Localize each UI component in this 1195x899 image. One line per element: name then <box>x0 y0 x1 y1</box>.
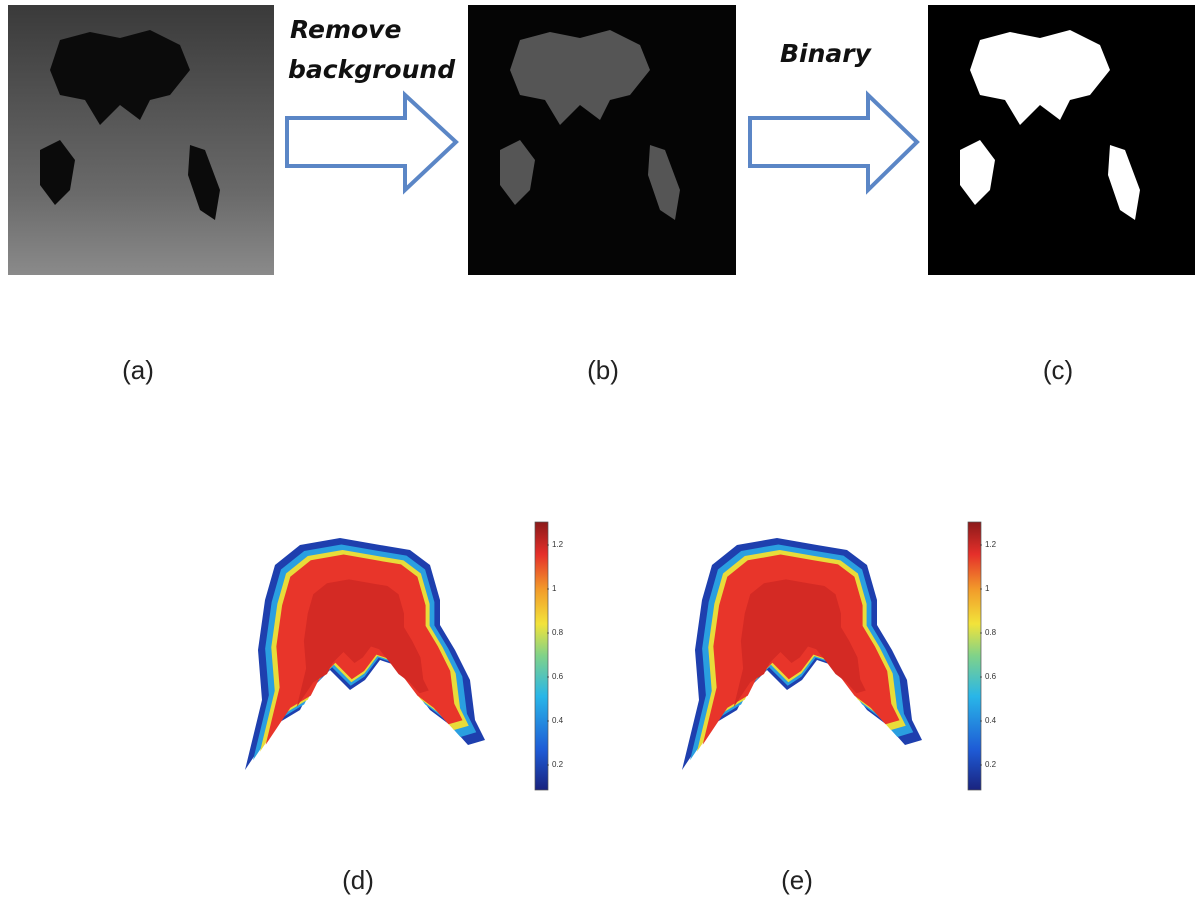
caption: (b) <box>587 355 619 385</box>
caption: (a) <box>122 355 154 385</box>
colorbar-tick-label: 0.4 <box>552 716 564 725</box>
step-label: background <box>288 55 456 84</box>
arrow <box>287 95 456 190</box>
colorbar-tick-label: 0.8 <box>985 628 997 637</box>
colorbar-tick-label: 0.8 <box>552 628 564 637</box>
colorbar-tick-label: 0.6 <box>985 672 997 681</box>
colorbar-tick-label: 1 <box>552 584 557 593</box>
colorbar-tick-label: 0.4 <box>985 716 997 725</box>
step-label: Remove <box>290 15 401 44</box>
heatmap-e <box>682 538 922 770</box>
colorbar-tick-label: 0.6 <box>552 672 564 681</box>
colorbar-tick-label: 1 <box>985 584 990 593</box>
colorbar <box>535 522 548 790</box>
caption: (c) <box>1043 355 1073 385</box>
colorbar-tick-label: 1.2 <box>985 540 997 549</box>
colorbar-tick-label: 0.2 <box>552 760 564 769</box>
caption: (e) <box>781 865 813 895</box>
step-label: Binary <box>780 39 873 68</box>
heatmap-d <box>245 538 485 770</box>
colorbar <box>968 522 981 790</box>
figure: Remove background Binary (a) (b) (c) (d)… <box>0 0 1195 899</box>
colorbar-tick-label: 0.2 <box>985 760 997 769</box>
arrow <box>750 95 917 190</box>
caption: (d) <box>342 865 374 895</box>
colorbar-tick-label: 1.2 <box>552 540 564 549</box>
